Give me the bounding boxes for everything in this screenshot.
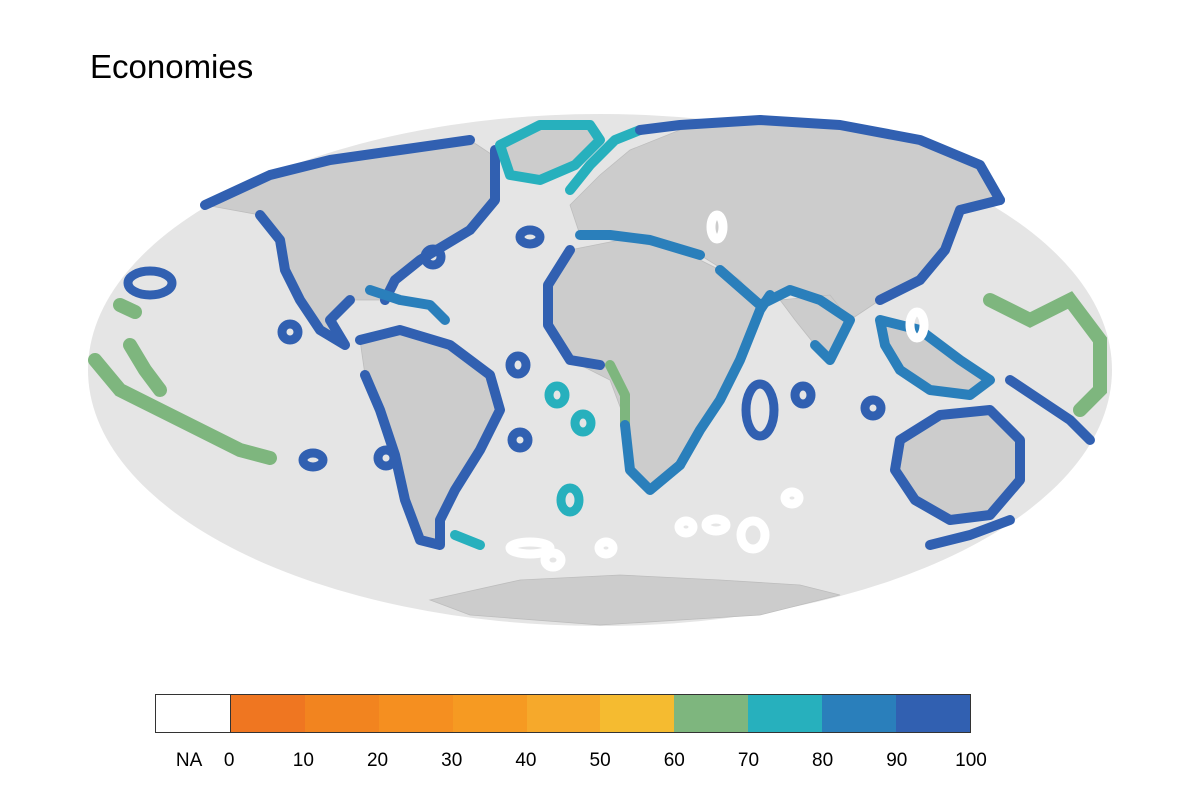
coast-australia [890, 405, 1025, 525]
coast-greenland [495, 120, 605, 185]
islands-polynesia [88, 353, 277, 465]
island-juan-fernandez [373, 445, 399, 471]
coast-east-asia [875, 195, 1005, 305]
coast-europe-north [635, 115, 1005, 205]
islands-hawaii [113, 298, 142, 319]
island-caspian [706, 210, 728, 244]
land-antarctica [428, 574, 841, 626]
islands-polynesia-north [123, 338, 167, 397]
island-crozet [701, 514, 731, 536]
coast-southwest-africa [620, 420, 685, 495]
legend-swatch-0-10 [230, 695, 305, 732]
island-south-china-sea [905, 307, 929, 343]
legend-swatch-80-90 [822, 695, 897, 732]
legend-tick-80: 80 [812, 750, 834, 771]
legend-tick-50: 50 [589, 750, 611, 771]
island-tristan [556, 483, 584, 517]
island-galapagos [277, 319, 303, 345]
legend-na-label: NA [175, 750, 203, 771]
island-kerguelen [736, 516, 770, 554]
world-map [88, 114, 1112, 626]
island-bermuda [420, 244, 446, 270]
legend-swatch-40-50 [526, 695, 601, 732]
island-south-georgia [505, 537, 555, 559]
coast-se-asia [875, 315, 995, 400]
coast-melanesia [1005, 375, 1095, 445]
legend-swatch-90-100 [896, 695, 970, 732]
coast-nz [925, 515, 1015, 550]
legend-tick-70: 70 [737, 750, 760, 771]
island-south-sandwich [540, 548, 566, 572]
legend-swatch-50-60 [600, 695, 675, 732]
legend-tick-60: 60 [663, 750, 685, 771]
coast-caribbean [365, 285, 450, 325]
legend-swatch-10-20 [304, 695, 379, 732]
legend-na-swatch [156, 695, 231, 732]
coast-arabia-india [715, 265, 855, 365]
island-heard [780, 487, 804, 509]
color-legend [155, 694, 971, 733]
legend-swatch-20-30 [378, 695, 453, 732]
legend-swatch-60-70 [674, 695, 749, 732]
island-christmas [860, 395, 886, 421]
island-mascarene [741, 379, 779, 441]
island-st-helena [570, 409, 596, 437]
coast-mediterranean [575, 230, 705, 260]
legend-swatch-70-80 [748, 695, 823, 732]
legend-tick-10: 10 [292, 750, 314, 771]
island-cape-verde [505, 351, 531, 379]
coast-west-africa-north [543, 245, 605, 370]
legend-tick-90: 90 [886, 750, 908, 771]
legend-tick-0: 0 [223, 750, 235, 771]
island-easter [298, 448, 328, 472]
map-title: Economies [90, 48, 254, 85]
island-bouvet [594, 537, 618, 559]
island-maldives [790, 381, 816, 409]
island-prince-edward [674, 516, 698, 538]
coast-patagonia [450, 530, 485, 550]
island-ascension [544, 381, 570, 409]
legend-tick-20: 20 [366, 750, 389, 771]
coast-west-africa-gulf [605, 360, 630, 430]
island-hawaii-blue [123, 266, 177, 300]
coast-scandinavia [565, 125, 645, 195]
legend-swatch-30-40 [452, 695, 527, 732]
legend-tick-40: 40 [515, 750, 537, 771]
island-azores [515, 225, 545, 249]
legend-tick-30: 30 [441, 750, 463, 771]
legend-tick-100: 100 [955, 750, 987, 771]
coast-north-america [200, 135, 500, 350]
island-st-peter-paul [507, 427, 533, 453]
islands-micronesia [983, 291, 1107, 417]
